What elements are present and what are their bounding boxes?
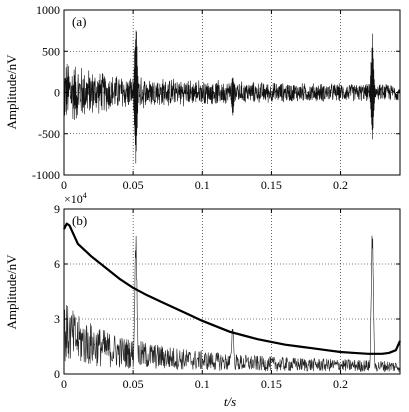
panel-b-series-thick (63, 222, 402, 355)
panel-a-xtick-label: 0 (61, 178, 67, 192)
panel-b-ytick-label: 6 (54, 257, 60, 271)
panel-a-ytick-label: -1000 (32, 168, 60, 182)
panel-b-ticks: 0 0.05 0.1 0.15 0.2 0 3 6 9 (54, 202, 400, 391)
panel-a-ticks: 0 0.05 0.1 0.15 0.2 -1000 -500 0 500 1000 (32, 3, 400, 192)
panel-a-ylabel: Amplitude/nV (4, 54, 19, 130)
panel-a-series-line (63, 30, 401, 164)
panel-b-ytick-label: 0 (54, 367, 60, 381)
panel-b-label: (b) (72, 213, 87, 228)
panel-b-xtick-label: 0.2 (333, 377, 348, 391)
panel-b: 0 0.05 0.1 0.15 0.2 0 3 6 9 (b) Amplitude/nV ×10… (4, 191, 402, 409)
panel-b-ylabel: Amplitude/nV (4, 254, 19, 330)
panel-a-xtick-label: 0.2 (333, 178, 348, 192)
panel-b-series-noisy (63, 235, 401, 373)
panel-b-grid (64, 209, 400, 374)
panel-a-ytick-label: 500 (42, 44, 60, 58)
panel-b-xtick-label: 0.05 (123, 377, 144, 391)
panel-b-xtick-label: 0.15 (261, 377, 282, 391)
panel-b-xtick-label: 0.1 (195, 377, 210, 391)
panel-a-ytick-label: 0 (54, 86, 60, 100)
panel-b-xlabel: t/s (224, 394, 236, 409)
panel-a-xtick-label: 0.15 (261, 178, 282, 192)
panel-a-ytick-label: 1000 (36, 3, 60, 17)
panel-b-scale-note: ×104 (64, 191, 87, 206)
panel-a-plot (63, 30, 401, 164)
panel-b-plot (63, 222, 402, 373)
panel-b-xtick-label: 0 (61, 377, 67, 391)
panel-b-frame (63, 208, 401, 375)
panel-b-ytick-label: 9 (54, 202, 60, 216)
panel-b-ytick-label: 3 (54, 312, 60, 326)
panel-a-ytick-label: -500 (38, 127, 60, 141)
panel-a: 0 0.05 0.1 0.15 0.2 -1000 -500 0 500 1000 (a) Amp… (4, 3, 401, 192)
panel-a-label: (a) (72, 14, 86, 29)
panel-a-xtick-label: 0.05 (123, 178, 144, 192)
panel-a-xtick-label: 0.1 (195, 178, 210, 192)
